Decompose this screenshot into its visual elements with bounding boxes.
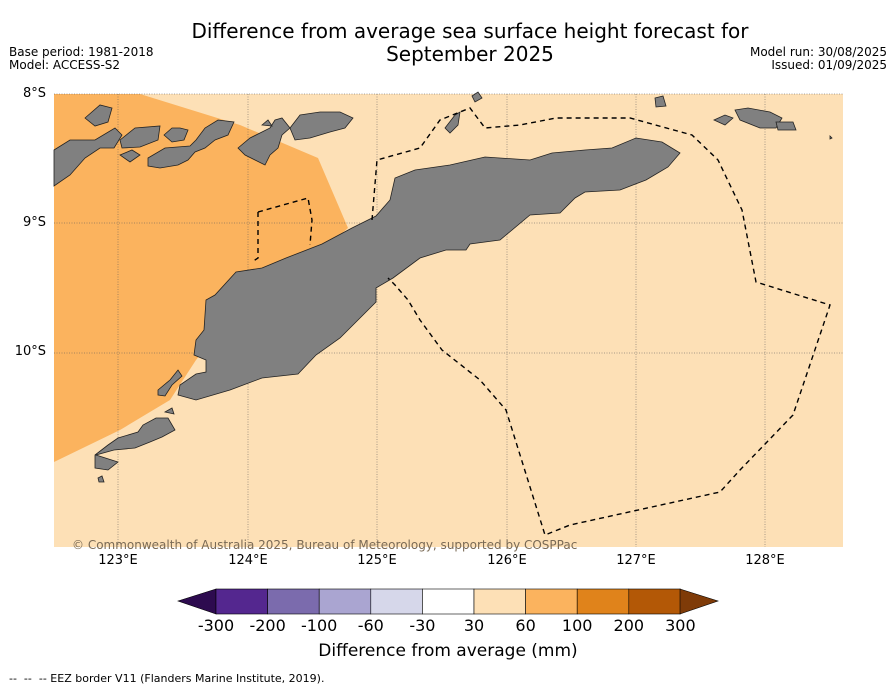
map-title: Difference from average sea surface heig… xyxy=(140,20,800,66)
eez-legend-dash-icon: -- -- xyxy=(9,672,39,685)
colorbar-segment xyxy=(318,588,372,615)
colorbar-segment xyxy=(370,588,423,615)
atauro-island xyxy=(471,91,483,103)
lon-label-125e: 125°E xyxy=(357,553,397,568)
colorbar-segment xyxy=(576,588,630,615)
ocean-anomaly-60-100 xyxy=(54,94,348,462)
small-island-3 xyxy=(261,119,273,127)
colorbar-label: Difference from average (mm) xyxy=(318,641,578,661)
leti-island xyxy=(713,114,734,126)
lakor-island xyxy=(775,121,797,131)
colorbar-segment xyxy=(525,588,578,615)
kisar-island xyxy=(654,95,667,108)
colorbar-under-arrow xyxy=(177,588,217,615)
lat-label-9s: 9°S xyxy=(22,215,46,230)
adonara-island xyxy=(147,119,235,169)
wetar-island xyxy=(444,111,461,134)
lon-label-126e: 126°E xyxy=(487,553,527,568)
alor-island xyxy=(289,111,354,141)
issued-date: Issued: 01/09/2025 xyxy=(771,58,887,72)
semau-island xyxy=(157,369,183,397)
colorbar-segment xyxy=(267,588,320,615)
lon-label-124e: 124°E xyxy=(228,553,268,568)
colorbar-tick-label: -200 xyxy=(249,616,286,635)
copyright-notice: © Commonwealth of Australia 2025, Bureau… xyxy=(72,538,578,552)
small-island-2 xyxy=(119,149,141,163)
lon-label-127e: 127°E xyxy=(616,553,656,568)
colorbar-tick-label: -60 xyxy=(357,616,384,635)
colorbar-segment xyxy=(628,588,681,615)
title-line-2: September 2025 xyxy=(386,42,554,66)
lat-label-8s: 8°S xyxy=(22,86,46,101)
colorbar-tick-label: 300 xyxy=(665,616,696,635)
colorbar-segment xyxy=(422,588,475,615)
colorbar-tick-label: 60 xyxy=(515,616,536,635)
colorbar-segment xyxy=(473,588,526,615)
colorbar-tick-label: 30 xyxy=(463,616,485,635)
flores-east xyxy=(53,127,123,187)
colorbar-tick-label: -100 xyxy=(301,616,338,635)
lat-label-10s: 10°S xyxy=(14,344,46,359)
land xyxy=(53,91,833,483)
small-island-1 xyxy=(163,407,175,415)
small-island-4 xyxy=(829,135,833,140)
lembata-island xyxy=(163,127,189,143)
colorbar-segment xyxy=(215,588,268,615)
meta-left: Base period: 1981-2018 Model: ACCESS-S2 xyxy=(9,46,154,72)
pantar-island xyxy=(237,117,291,166)
eez-legend-text: -- EEZ border V11 (Flanders Marine Insti… xyxy=(38,672,325,685)
rote-island xyxy=(94,417,176,471)
lon-label-123e: 123°E xyxy=(98,553,138,568)
colorbar-over-arrow xyxy=(679,588,719,615)
colorbar-tick-label: -30 xyxy=(409,616,436,635)
eez-legend-note: -- -- -- EEZ border V11 (Flanders Marine… xyxy=(9,672,324,685)
lon-label-128e: 128°E xyxy=(745,553,785,568)
model-run: Model run: 30/08/2025 xyxy=(749,45,887,59)
colorbar-tick-label: -300 xyxy=(197,616,235,635)
eez-border xyxy=(251,107,831,536)
model-name: Model: ACCESS-S2 xyxy=(9,58,121,72)
colorbar-tick-label: 200 xyxy=(613,616,645,635)
base-period: Base period: 1981-2018 xyxy=(9,45,154,59)
colorbar-tick-label: 100 xyxy=(561,616,593,635)
meta-right: Model run: 30/08/2025 Issued: 01/09/2025 xyxy=(750,46,887,72)
ndao-island xyxy=(97,475,105,483)
title-line-1: Difference from average sea surface heig… xyxy=(191,19,749,43)
solor-island xyxy=(119,125,161,149)
flores-islet xyxy=(84,104,113,127)
timor-island xyxy=(177,137,681,401)
colorbar xyxy=(177,588,719,615)
